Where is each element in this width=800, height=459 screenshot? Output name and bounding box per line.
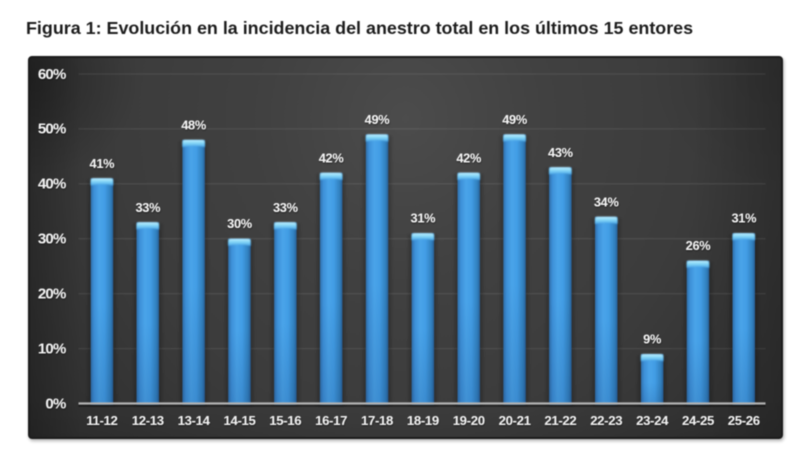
svg-text:17-18: 17-18	[361, 413, 393, 428]
svg-text:20-21: 20-21	[499, 413, 531, 428]
svg-text:10%: 10%	[38, 340, 66, 357]
svg-text:23-24: 23-24	[636, 413, 669, 428]
svg-text:20%: 20%	[38, 286, 66, 303]
svg-text:16-17: 16-17	[315, 413, 347, 428]
svg-text:50%: 50%	[38, 121, 66, 138]
svg-text:9%: 9%	[643, 332, 662, 347]
svg-text:43%: 43%	[548, 145, 574, 160]
svg-text:40%: 40%	[38, 176, 66, 193]
svg-text:48%: 48%	[181, 117, 207, 132]
svg-text:13-14: 13-14	[178, 413, 211, 428]
svg-text:24-25: 24-25	[682, 413, 714, 428]
svg-text:25-26: 25-26	[728, 413, 760, 428]
svg-text:12-13: 12-13	[132, 413, 164, 428]
svg-text:33%: 33%	[135, 200, 161, 215]
svg-text:34%: 34%	[594, 194, 620, 209]
svg-text:42%: 42%	[319, 150, 345, 165]
svg-text:42%: 42%	[456, 150, 482, 165]
svg-text:21-22: 21-22	[544, 413, 576, 428]
svg-text:31%: 31%	[731, 211, 757, 226]
svg-text:26%: 26%	[686, 238, 712, 253]
svg-text:30%: 30%	[227, 216, 253, 231]
svg-text:49%: 49%	[502, 112, 528, 127]
svg-text:30%: 30%	[38, 231, 66, 248]
svg-text:22-23: 22-23	[590, 413, 622, 428]
svg-text:15-16: 15-16	[269, 413, 301, 428]
svg-text:19-20: 19-20	[453, 413, 485, 428]
svg-text:33%: 33%	[273, 200, 299, 215]
svg-text:11-12: 11-12	[86, 413, 117, 428]
svg-text:18-19: 18-19	[407, 413, 439, 428]
svg-text:49%: 49%	[365, 112, 391, 127]
svg-text:14-15: 14-15	[224, 413, 256, 428]
svg-text:0%: 0%	[45, 395, 66, 412]
svg-text:31%: 31%	[411, 211, 437, 226]
svg-text:60%: 60%	[38, 66, 66, 83]
svg-text:41%: 41%	[90, 156, 116, 171]
